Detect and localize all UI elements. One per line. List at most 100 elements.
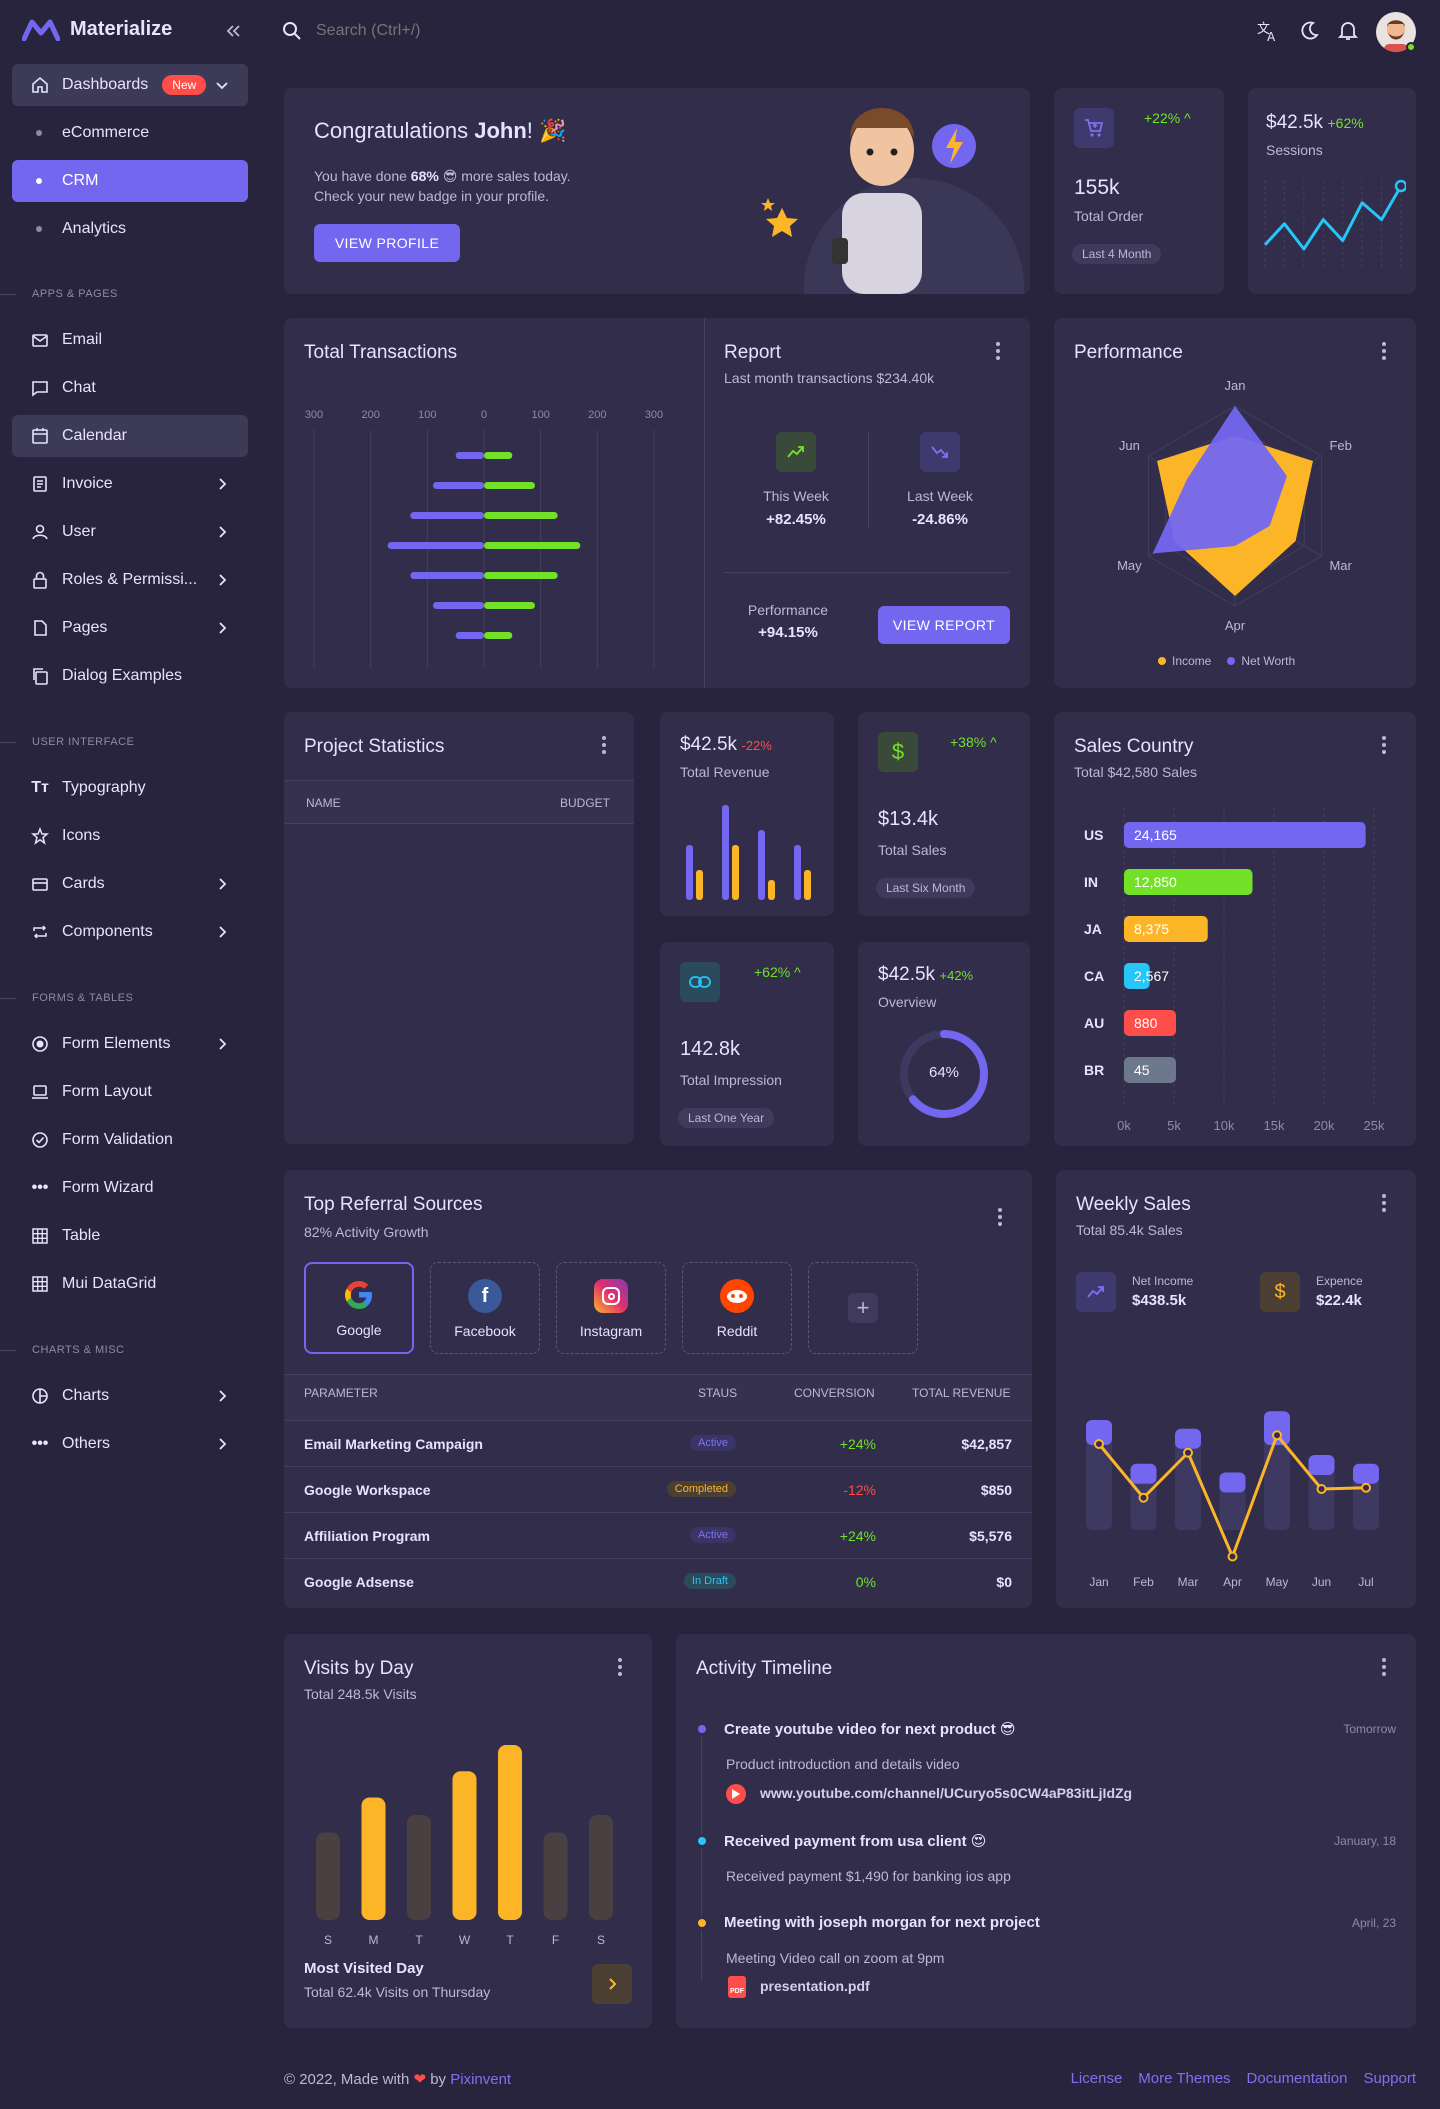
visits-bar [452,1771,477,1920]
sidebar-item-roles[interactable]: Roles & Permissi... [12,559,248,601]
weekly-bar-bg [1086,1420,1112,1530]
sidebar-item-cards[interactable]: Cards [12,863,248,905]
reddit-icon [720,1279,754,1313]
timeline-item-2-desc: Received payment $1,490 for banking ios … [726,1868,1011,1884]
sidebar-item-charts[interactable]: Charts [12,1375,248,1417]
footer-link-themes[interactable]: More Themes [1138,2070,1231,2087]
moon-icon[interactable] [1298,20,1320,42]
last-week-value: -24.86% [912,511,968,528]
view-report-button[interactable]: VIEW REPORT [878,606,1010,644]
translate-icon[interactable]: 文A [1256,20,1280,42]
this-week-value: +82.45% [766,511,826,528]
revenue-bar-secondary [696,870,703,900]
weekly-bar [1130,1463,1157,1484]
sales-country-title: Sales Country [1074,736,1194,757]
weekly-bar [1353,1463,1379,1484]
sidebar-item-email[interactable]: Email [12,319,248,361]
referral-subtitle: 82% Activity Growth [304,1224,429,1240]
sidebar-item-table[interactable]: Table [12,1215,248,1257]
search-icon[interactable] [282,21,302,41]
projects-menu[interactable] [602,736,606,754]
search-input[interactable] [316,18,616,44]
expense-label: Expence [1316,1274,1363,1288]
source-instagram[interactable]: Instagram [556,1262,666,1354]
chevron-right-icon [609,1978,617,1990]
radio-icon [30,1034,50,1054]
footer-link-license[interactable]: License [1070,2070,1123,2087]
weekly-point [1361,1482,1371,1493]
sidebar-item-analytics[interactable]: Analytics [12,208,248,250]
weekly-point [1138,1492,1149,1503]
radar-axis-label: May [1117,558,1142,573]
sidebar-item-form-layout[interactable]: Form Layout [12,1071,248,1113]
sidebar-item-ecommerce[interactable]: eCommerce [12,112,248,154]
source-facebook[interactable]: f Facebook [430,1262,540,1354]
pdf-icon: PDF [728,1976,746,1998]
footer-link-support[interactable]: Support [1363,2070,1416,2087]
sales-country-menu[interactable] [1382,736,1386,754]
timeline-item-3-time: April, 23 [1351,1916,1396,1930]
visits-card: Visits by Day Total 248.5k Visits S M T W T F… [284,1634,652,2028]
report-menu[interactable] [996,342,1000,360]
expense-value: $22.4k [1316,1292,1362,1309]
sidebar-item-others[interactable]: ••• Others [12,1423,248,1465]
calendar-icon [30,426,50,446]
total-order-label: Total Order [1074,208,1144,224]
brand-logo[interactable]: Materialize [22,18,172,41]
footer-link-docs[interactable]: Documentation [1246,2070,1348,2087]
timeline-item-3-link[interactable]: presentation.pdf [760,1978,870,1994]
welcome-name: John [474,118,527,143]
timeline-menu[interactable] [1382,1658,1386,1676]
mail-icon [30,330,50,350]
youtube-icon [726,1784,746,1804]
home-icon [30,75,50,95]
revenue-bar [794,845,801,900]
ref-revenue: $0 [996,1574,1012,1590]
source-google[interactable]: Google [304,1262,414,1354]
sidebar-item-calendar[interactable]: Calendar [12,415,248,457]
sidebar-item-typography[interactable]: Tт Typography [12,767,248,809]
view-profile-button[interactable]: VIEW PROFILE [314,224,460,262]
calendar-label: Calendar [62,427,127,444]
sidebar-item-pages[interactable]: Pages [12,607,248,649]
collapse-icon[interactable] [224,22,242,40]
sidebar-item-datagrid[interactable]: Mui DataGrid [12,1263,248,1305]
weekly-menu[interactable] [1382,1194,1386,1212]
sidebar-item-icons[interactable]: Icons [12,815,248,857]
others-label: Others [62,1435,111,1452]
footer-text-by: by [426,2071,451,2088]
plus-icon: + [848,1293,878,1323]
footer: © 2022, Made with ❤ by Pixinvent License… [284,2070,1416,2088]
last-week-label: Last Week [907,488,973,504]
sidebar-item-invoice[interactable]: Invoice [12,463,248,505]
this-week-label: This Week [763,488,829,504]
sidebar-item-crm[interactable]: CRM [12,160,248,202]
visits-menu[interactable] [618,1658,622,1676]
pages-label: Pages [62,619,108,636]
timeline-item-1-link[interactable]: www.youtube.com/channel/UCuryo5s0CW4aP83… [760,1785,1133,1801]
bell-icon[interactable] [1338,20,1358,42]
most-visited-next-button[interactable] [592,1964,632,2004]
source-reddit[interactable]: Reddit [682,1262,792,1354]
chevron-right-icon [219,926,227,938]
welcome-card: Congratulations John! 🎉 You have done 68… [284,88,1030,294]
sidebar-item-form-elements[interactable]: Form Elements [12,1023,248,1065]
ref-status: Active [690,1435,736,1451]
most-visited-title: Most Visited Day [304,1960,424,1977]
performance-menu[interactable] [1382,342,1386,360]
sidebar-item-components[interactable]: Components [12,911,248,953]
sidebar-item-dialog[interactable]: Dialog Examples [12,655,248,697]
sidebar-item-form-wizard[interactable]: ••• Form Wizard [12,1167,248,1209]
online-status-dot [1406,42,1416,52]
footer-author[interactable]: Pixinvent [450,2071,512,2088]
weekly-bar [1264,1411,1290,1445]
visits-subtitle: Total 248.5k Visits [304,1686,417,1702]
sidebar-item-dashboards[interactable]: Dashboards New [12,64,248,106]
sidebar-item-chat[interactable]: Chat [12,367,248,409]
sidebar-item-user[interactable]: User [12,511,248,553]
referral-menu[interactable] [998,1208,1002,1226]
performance-card: Performance Jan Feb Mar Apr May Jun Income Ne… [1054,318,1416,688]
sidebar: Materialize Dashboards New eCommerce CRM… [0,0,260,1500]
add-source-button[interactable]: + [808,1262,918,1354]
sidebar-item-form-validation[interactable]: Form Validation [12,1119,248,1161]
